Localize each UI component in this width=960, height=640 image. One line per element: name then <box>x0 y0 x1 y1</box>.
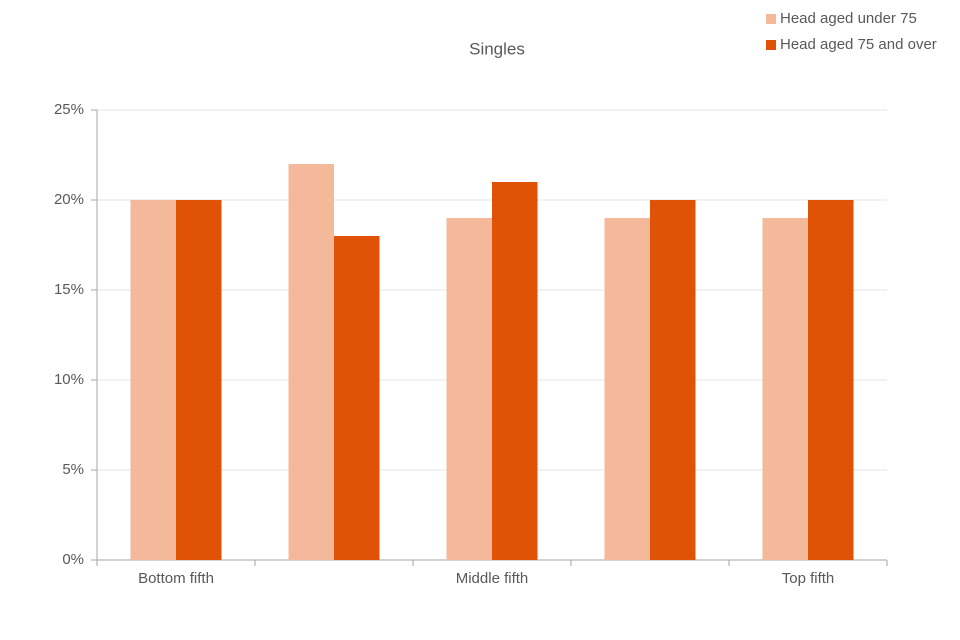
bar <box>334 236 380 560</box>
legend-label: Head aged under 75 <box>780 10 917 27</box>
bar <box>762 218 808 560</box>
legend-swatch <box>766 40 776 50</box>
y-tick-label: 25% <box>54 101 84 118</box>
y-tick-label: 10% <box>54 371 84 388</box>
bar <box>288 164 334 560</box>
y-tick-label: 15% <box>54 281 84 298</box>
bar <box>130 200 176 560</box>
x-tick-label: Top fifth <box>782 570 835 587</box>
y-tick-label: 5% <box>62 461 84 478</box>
legend-label: Head aged 75 and over <box>780 36 937 53</box>
x-tick-label: Middle fifth <box>456 570 529 587</box>
legend-swatch <box>766 14 776 24</box>
bar <box>808 200 854 560</box>
y-tick-label: 0% <box>62 551 84 568</box>
bar <box>604 218 650 560</box>
bar <box>446 218 492 560</box>
x-tick-label: Bottom fifth <box>138 570 214 587</box>
bar <box>492 182 538 560</box>
y-tick-label: 20% <box>54 191 84 208</box>
chart-title: Singles <box>469 39 525 58</box>
bar <box>650 200 696 560</box>
bar <box>176 200 222 560</box>
